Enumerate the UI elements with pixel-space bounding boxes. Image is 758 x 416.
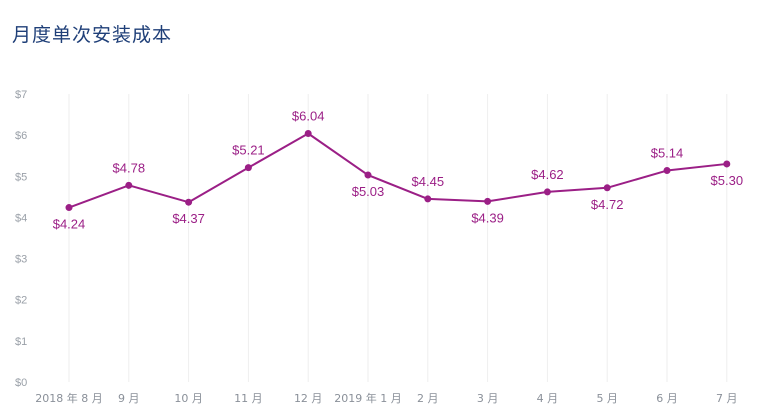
chart-title: 月度单次安装成本 [12, 24, 173, 46]
data-label: $5.03 [352, 184, 385, 199]
data-labels: $4.24 $4.78 $4.37 $5.21 $6.04 $5.03 $4.45 $4.39… [53, 108, 743, 231]
data-label: $4.62 [531, 167, 564, 182]
data-label: $5.14 [651, 146, 684, 161]
x-tick-label: 2019 年 1 月 [334, 391, 401, 405]
data-point [364, 171, 372, 179]
data-label: $6.04 [292, 108, 325, 123]
x-tick-label: 2018 年 8 月 [35, 391, 102, 405]
data-point [125, 181, 133, 189]
data-point [663, 167, 671, 175]
x-tick-label: 4 月 [537, 392, 559, 405]
x-tick-label: 3 月 [477, 392, 499, 405]
data-point [244, 164, 252, 172]
y-axis: $0 $1 $2 $3 $4 $5 $6 $7 [15, 89, 27, 389]
data-point [484, 197, 492, 205]
data-label: $5.21 [232, 143, 265, 158]
data-point [723, 160, 731, 168]
x-tick-label: 12 月 [294, 392, 323, 405]
x-tick-label: 9 月 [118, 392, 140, 405]
data-point [304, 129, 312, 137]
series-layer [65, 129, 731, 212]
y-tick-label: $6 [15, 130, 27, 142]
data-point [424, 195, 432, 203]
data-label: $4.78 [113, 160, 146, 175]
y-tick-label: $3 [15, 254, 27, 266]
x-tick-label: 10 月 [174, 392, 203, 405]
x-tick-label: 6 月 [656, 392, 678, 405]
x-tick-label: 2 月 [417, 392, 439, 405]
data-point [185, 198, 193, 206]
x-tick-label: 11 月 [234, 392, 263, 405]
data-point [603, 184, 611, 192]
data-point [65, 204, 73, 212]
data-label: $4.24 [53, 217, 86, 232]
y-tick-label: $7 [15, 89, 27, 101]
data-label: $4.45 [412, 174, 445, 189]
y-tick-label: $4 [15, 212, 27, 224]
data-label: $4.39 [471, 210, 504, 225]
x-tick-label: 7 月 [716, 392, 738, 405]
data-point [543, 188, 551, 196]
grid-lines [68, 94, 728, 382]
y-tick-label: $1 [15, 336, 27, 348]
data-label: $5.30 [711, 173, 744, 188]
data-label: $4.37 [172, 211, 205, 226]
series-line [68, 132, 727, 209]
y-tick-label: $2 [15, 295, 27, 307]
y-tick-label: $5 [15, 171, 27, 183]
x-axis: 2018 年 8 月 9 月 10 月 11 月 12 月 2019 年 1 月 2 月 3 … [35, 391, 737, 405]
y-tick-label: $0 [15, 377, 27, 389]
x-tick-label: 5 月 [596, 392, 618, 405]
data-label: $4.72 [591, 197, 624, 212]
